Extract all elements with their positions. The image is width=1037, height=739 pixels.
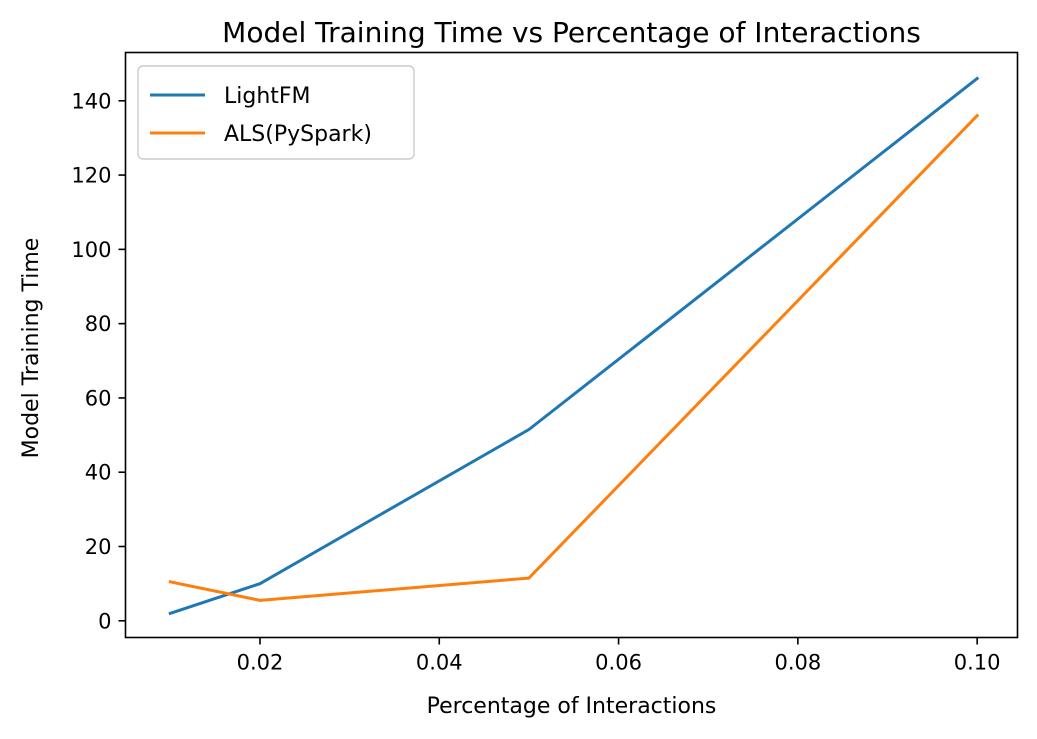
series-line-als-pyspark	[168, 113, 980, 602]
y-tick-label: 100	[71, 238, 111, 262]
y-tick-label: 140	[71, 89, 111, 113]
series-line-lightfm	[168, 76, 980, 616]
legend-label: LightFM	[224, 84, 311, 109]
x-tick-label: 0.04	[416, 651, 463, 675]
legend-frame	[137, 65, 415, 160]
y-axis-label: Model Training Time	[19, 238, 44, 459]
legend-label: ALS(PySpark)	[224, 122, 372, 147]
x-tick-label: 0.06	[595, 651, 642, 675]
y-tick-label: 80	[85, 312, 112, 336]
legend: LightFM ALS(PySpark)	[137, 65, 415, 160]
x-axis: 0.02 0.04 0.06 0.08 0.10	[237, 637, 1001, 675]
x-tick-label: 0.02	[237, 651, 284, 675]
x-axis-label: Percentage of Interactions	[427, 694, 717, 719]
y-tick-label: 0	[98, 609, 111, 633]
plot-area	[168, 76, 980, 616]
y-tick-label: 120	[71, 164, 111, 188]
y-axis: 0 20 40 60 80 100 120 140	[71, 89, 126, 633]
y-tick-label: 40	[85, 461, 112, 485]
chart-title: Model Training Time vs Percentage of Int…	[222, 16, 921, 49]
plot-frame	[124, 51, 1019, 639]
y-tick-label: 60	[85, 386, 112, 410]
x-tick-label: 0.10	[954, 651, 1001, 675]
y-tick-label: 20	[85, 535, 112, 559]
x-tick-label: 0.08	[774, 651, 821, 675]
